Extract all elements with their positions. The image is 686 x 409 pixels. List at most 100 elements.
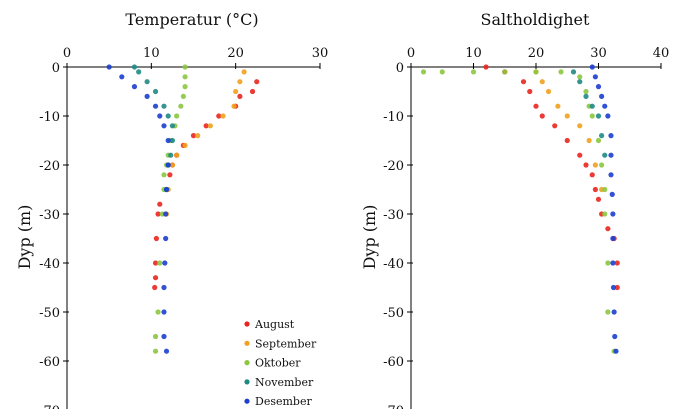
salinity-point-august bbox=[583, 162, 589, 168]
salinity-point-desember bbox=[610, 260, 616, 266]
temperature-point-oktober bbox=[161, 172, 167, 178]
salinity-point-september bbox=[555, 103, 561, 109]
salinity-point-oktober bbox=[583, 88, 589, 95]
salinity-point-november bbox=[595, 113, 602, 119]
salinity-point-august bbox=[614, 284, 620, 291]
temperature-point-desember bbox=[165, 162, 171, 168]
salinity-ylabel: Dyp (m) bbox=[360, 205, 379, 270]
salinity-point-august bbox=[520, 79, 527, 85]
temperature-y-tick-label: 0 bbox=[52, 61, 60, 76]
temperature-point-november bbox=[169, 123, 176, 129]
temperature-y-tick-label: -50 bbox=[39, 306, 60, 321]
salinity-point-desember bbox=[602, 103, 608, 109]
temperature-point-september bbox=[174, 152, 180, 158]
temperature-point-september bbox=[233, 88, 239, 95]
temperature-y-tick-label: -20 bbox=[39, 159, 60, 174]
temperature-point-november bbox=[144, 79, 150, 85]
temperature-point-desember bbox=[165, 137, 171, 144]
salinity-point-desember bbox=[610, 235, 616, 242]
salinity-y-tick-label: -50 bbox=[383, 306, 404, 321]
salinity-x-tick-label: 40 bbox=[653, 46, 670, 61]
legend-label-november: November bbox=[255, 376, 314, 389]
salinity-y-tick-label: -70 bbox=[383, 404, 404, 409]
salinity-point-august bbox=[577, 152, 583, 158]
salinity-point-oktober bbox=[558, 69, 564, 75]
temperature-point-desember bbox=[157, 113, 163, 119]
legend-marker-august bbox=[244, 321, 250, 327]
temperature-point-november bbox=[152, 88, 159, 95]
temperature-point-august bbox=[237, 93, 243, 99]
temperature-point-september bbox=[182, 142, 188, 148]
salinity-x-tick-label: 10 bbox=[465, 46, 482, 61]
temperature-point-august bbox=[152, 275, 159, 281]
salinity-point-desember bbox=[610, 284, 617, 291]
salinity-point-november bbox=[599, 133, 605, 139]
salinity-point-desember bbox=[605, 113, 611, 119]
temperature-point-september bbox=[195, 133, 201, 139]
salinity-point-oktober bbox=[420, 69, 427, 75]
salinity-point-oktober bbox=[589, 113, 595, 119]
salinity-y-tick-label: -10 bbox=[383, 110, 404, 125]
temperature-point-desember bbox=[163, 211, 169, 217]
salinity-title: Saltholdighet bbox=[481, 10, 590, 29]
temperature-point-desember bbox=[161, 309, 167, 315]
temperature-point-desember bbox=[163, 186, 170, 193]
temperature-ylabel: Dyp (m) bbox=[15, 205, 34, 270]
salinity-point-oktober bbox=[602, 186, 608, 193]
temperature-point-oktober bbox=[182, 64, 188, 70]
salinity-point-oktober bbox=[502, 69, 508, 75]
temperature-y-tick-label: -10 bbox=[39, 110, 60, 125]
temperature-point-november bbox=[161, 103, 167, 109]
temperature-point-september bbox=[220, 113, 226, 119]
salinity-point-november bbox=[583, 93, 589, 99]
temperature-point-august bbox=[157, 201, 163, 207]
salinity-point-september bbox=[545, 88, 552, 95]
salinity-point-desember bbox=[612, 333, 618, 340]
temperature-point-august bbox=[203, 123, 209, 129]
legend-marker-desember bbox=[244, 398, 250, 404]
salinity-point-oktober bbox=[577, 74, 583, 80]
salinity-y-tick-label: -30 bbox=[383, 208, 404, 223]
temperature-point-september bbox=[237, 79, 243, 85]
legend-label-desember: Desember bbox=[255, 395, 312, 408]
salinity-y-tick-label: -20 bbox=[383, 159, 404, 174]
salinity-point-desember bbox=[599, 93, 605, 99]
temperature-point-desember bbox=[162, 260, 168, 266]
salinity-point-august bbox=[527, 88, 533, 95]
salinity-point-september bbox=[577, 123, 583, 129]
temperature-point-oktober bbox=[155, 309, 161, 315]
salinity-points bbox=[420, 64, 620, 354]
salinity-point-august bbox=[533, 103, 539, 109]
salinity-point-desember bbox=[608, 152, 614, 158]
temperature-point-desember bbox=[152, 103, 159, 109]
salinity-point-desember bbox=[611, 309, 617, 315]
temperature-points bbox=[106, 64, 260, 354]
salinity-point-august bbox=[614, 260, 620, 266]
salinity-point-oktober bbox=[605, 309, 611, 315]
salinity-point-november bbox=[570, 69, 577, 75]
temperature-point-november bbox=[169, 137, 176, 144]
temperature-y-tick-label: -30 bbox=[39, 208, 60, 223]
salinity-point-desember bbox=[592, 74, 598, 80]
salinity-point-desember bbox=[613, 348, 619, 354]
salinity-point-august bbox=[592, 186, 598, 193]
temperature-x-tick-label: 10 bbox=[143, 46, 160, 61]
salinity-point-september bbox=[564, 113, 570, 119]
temperature-point-desember bbox=[161, 333, 167, 340]
temperature-point-oktober bbox=[152, 333, 159, 340]
salinity-point-september bbox=[592, 162, 598, 168]
salinity-point-november bbox=[589, 103, 595, 109]
salinity-point-oktober bbox=[605, 260, 611, 266]
temperature-point-august bbox=[155, 211, 161, 217]
salinity-point-august bbox=[589, 172, 595, 178]
temperature-point-oktober bbox=[157, 260, 163, 266]
temperature-point-oktober bbox=[182, 84, 188, 90]
salinity-point-desember bbox=[610, 211, 616, 217]
salinity-y-tick-label: -60 bbox=[383, 355, 404, 370]
temperature-title: Temperatur (°C) bbox=[125, 10, 258, 29]
temperature-point-september bbox=[241, 69, 247, 75]
salinity-x-tick-label: 0 bbox=[407, 46, 415, 61]
temperature-point-desember bbox=[144, 93, 150, 99]
salinity-point-oktober bbox=[602, 211, 608, 217]
